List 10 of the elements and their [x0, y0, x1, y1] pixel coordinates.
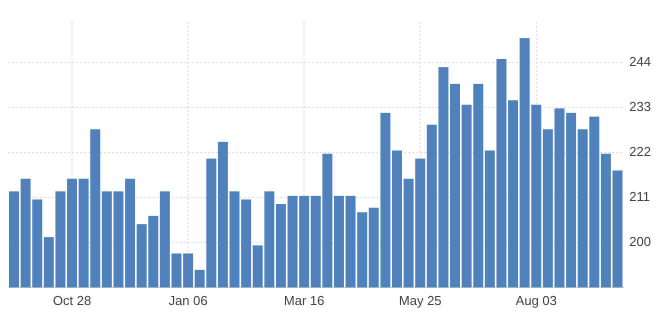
x-tick-label: May 25	[398, 292, 442, 308]
y-tick-label: 211	[629, 189, 650, 204]
x-tick-label: Jan 06	[168, 292, 208, 308]
y-tick-label: 244	[629, 54, 652, 70]
x-tick-label: Mar 16	[284, 292, 324, 308]
y-tick-label: 200	[629, 234, 652, 250]
y-tick-label: 233	[629, 99, 652, 114]
x-tick-label: Aug 03	[516, 292, 557, 308]
x-tick-label: Oct 28	[52, 292, 92, 308]
y-tick-label: 222	[629, 144, 652, 160]
